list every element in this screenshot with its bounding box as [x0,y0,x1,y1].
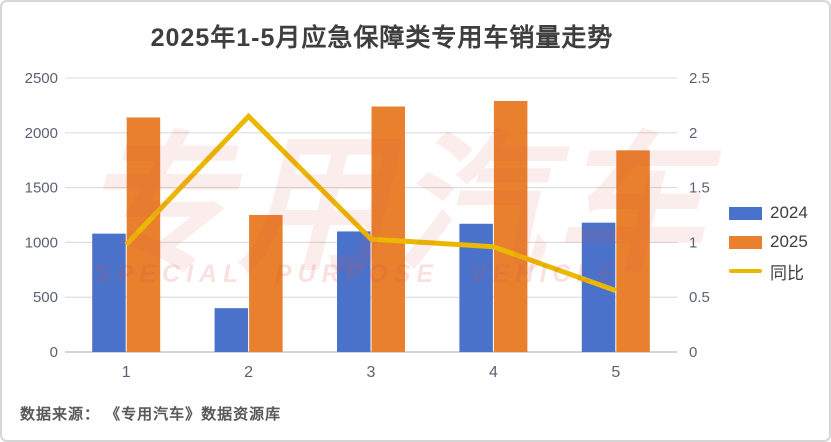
chart-title: 2025年1-5月应急保障类专用车销量走势 [150,24,614,52]
y-axis-left-tick: 2500 [25,70,58,87]
x-axis-label: 1 [122,364,131,381]
bar-2024-month-3 [337,231,371,352]
y-axis-left-tick: 1500 [25,180,58,197]
x-axis-label: 3 [367,364,376,381]
y-axis-left-tick: 500 [33,289,58,306]
data-source: 数据来源： 《专用汽车》数据资源库 [20,406,282,423]
legend-swatch-2025 [729,235,762,249]
legend-swatch-yoy-line [729,269,762,273]
x-axis-label: 5 [611,364,620,381]
y-axis-left-tick: 1000 [25,234,58,251]
bar-2025-month-1 [126,117,161,353]
y-axis-right-tick: 1 [689,234,697,251]
y-axis-right-tick: 0.5 [689,289,710,306]
bar-2025-month-3 [371,106,405,352]
yoy-line [124,112,617,293]
y-axis-left-tick: 0 [50,344,58,361]
bar-2025-month-2 [249,215,283,352]
y-axis-right-tick: 2.5 [689,70,710,87]
bar-2024-month-2 [214,308,249,352]
legend: 2024 2025 同比 [729,202,808,283]
legend-item-2025: 2025 [729,231,808,253]
legend-swatch-2024 [729,206,762,220]
legend-label-2025: 2025 [770,232,808,251]
x-axis-label: 2 [244,364,253,381]
legend-label-2024: 2024 [770,203,808,222]
y-axis-right-tick: 0 [689,344,697,361]
y-axis-left-tick: 2000 [25,125,58,142]
x-axis-label: 4 [489,364,498,381]
bar-2025-month-4 [493,101,528,353]
y-axis-right-tick: 1.5 [689,180,710,197]
legend-item-yoy: 同比 [729,260,808,283]
legend-item-2024: 2024 [729,202,808,224]
legend-label-yoy: 同比 [770,263,804,283]
bar-2024-month-1 [92,233,126,352]
bar-2025-month-5 [616,150,650,352]
y-axis-right-tick: 2 [689,125,697,142]
